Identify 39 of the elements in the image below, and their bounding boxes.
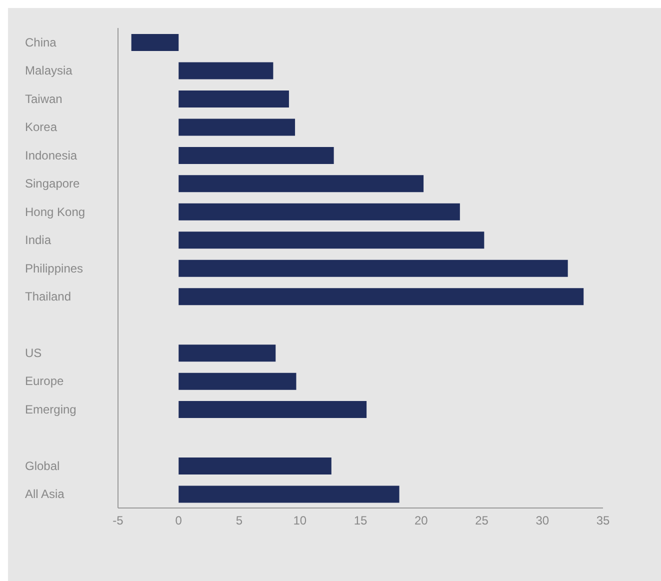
x-tick-label: 25 — [475, 514, 489, 528]
bar — [178, 486, 400, 503]
y-tick-label: US — [25, 346, 42, 360]
bar — [178, 344, 276, 362]
bar — [178, 175, 424, 192]
bar — [178, 401, 367, 418]
bar — [178, 232, 484, 249]
bar — [178, 146, 334, 164]
y-tick-label: Global — [25, 458, 60, 473]
bar — [178, 118, 296, 136]
bar — [178, 458, 332, 475]
bar — [178, 372, 296, 390]
bar — [131, 34, 179, 51]
y-tick-label: Thailand — [25, 289, 72, 304]
x-tick-label: 10 — [293, 514, 307, 528]
x-tick-label: -5 — [112, 514, 124, 528]
y-tick-label: Korea — [25, 120, 58, 134]
y-tick-label: Philippines — [25, 261, 84, 276]
y-tick-label: Hong Kong — [25, 204, 86, 219]
x-tick-label: 30 — [536, 514, 550, 528]
y-tick-label: Europe — [25, 374, 64, 388]
x-tick-label: 5 — [236, 514, 243, 528]
bar — [178, 203, 460, 220]
x-tick-label: 20 — [414, 514, 428, 528]
bar — [178, 90, 289, 108]
bar — [178, 260, 568, 277]
y-tick-label: Malaysia — [25, 64, 73, 78]
x-tick-label: 0 — [175, 514, 182, 528]
y-tick-label: Indonesia — [25, 148, 78, 162]
bar — [178, 288, 584, 306]
y-tick-label: Taiwan — [25, 92, 62, 106]
x-tick-label: 15 — [354, 514, 368, 528]
bar — [178, 62, 274, 80]
x-tick-label: 35 — [596, 514, 610, 528]
y-tick-label: All Asia — [25, 487, 65, 502]
y-tick-label: Emerging — [25, 402, 76, 416]
y-tick-label: India — [25, 233, 52, 248]
y-tick-label: Singapore — [25, 176, 80, 191]
y-tick-label: China — [25, 35, 57, 50]
